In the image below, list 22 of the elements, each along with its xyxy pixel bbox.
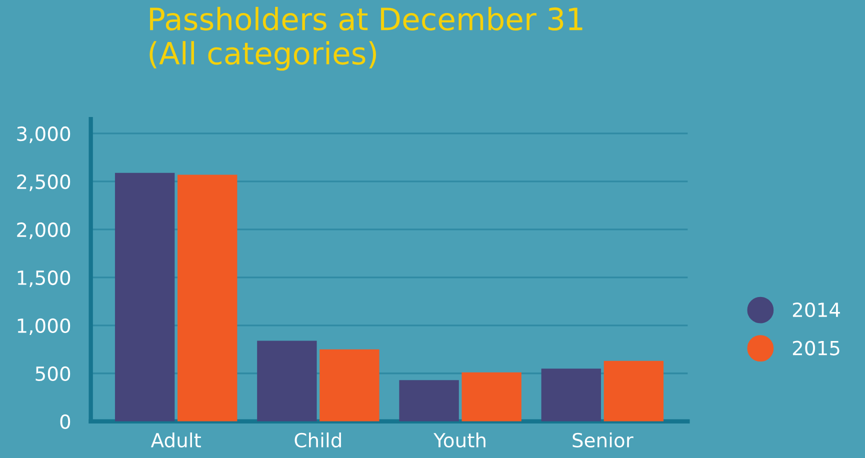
x-tick-label: Youth bbox=[434, 432, 486, 448]
bar bbox=[114, 172, 175, 422]
y-tick-label: 1,000 bbox=[18, 318, 70, 336]
bar bbox=[604, 360, 664, 422]
legend-label: 2015 bbox=[792, 340, 840, 356]
bar bbox=[541, 368, 601, 422]
y-tick-label: 2,500 bbox=[17, 174, 70, 192]
bar bbox=[178, 174, 238, 422]
x-tick-label: Adult bbox=[150, 432, 201, 448]
bar bbox=[399, 380, 459, 422]
y-tick-label: 3,000 bbox=[17, 126, 70, 144]
y-tick-label: 2,000 bbox=[17, 222, 70, 240]
y-tick-label: 1,500 bbox=[18, 270, 70, 288]
x-tick-label: Child bbox=[294, 432, 341, 448]
y-tick-label: 500 bbox=[36, 366, 70, 382]
bar bbox=[257, 340, 317, 422]
bar bbox=[462, 372, 522, 422]
chart-title: Passholders at December 31 (All categories) bbox=[150, 6, 582, 71]
legend-label: 2014 bbox=[792, 302, 840, 318]
bar bbox=[320, 349, 380, 422]
y-tick-label: 0 bbox=[60, 414, 70, 430]
x-tick-label: Senior bbox=[572, 432, 634, 448]
